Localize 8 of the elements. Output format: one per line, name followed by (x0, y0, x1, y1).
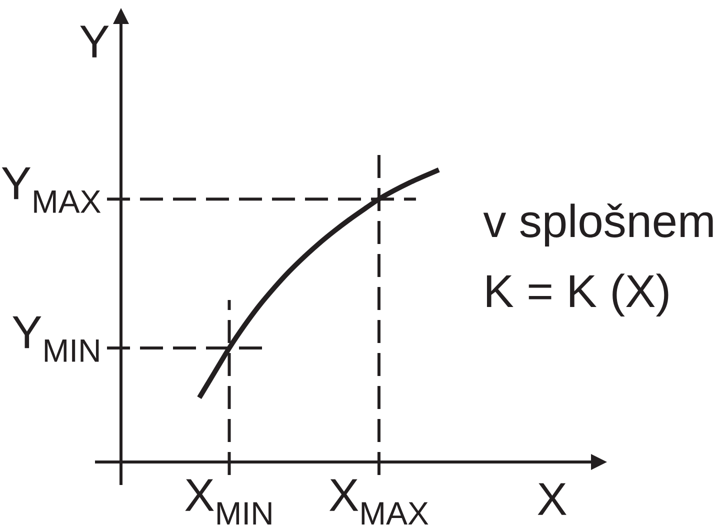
x-axis-title: X (538, 483, 566, 515)
x-tick-label: X$_{MIN}$ (185, 479, 272, 524)
x-tick-label: X$_{MAX}$ (330, 479, 428, 524)
y-axis-title: Y (80, 26, 109, 58)
ref-line-label: Y$_{MIN}$ (12, 316, 99, 362)
annotation: v splošnem (483, 204, 713, 247)
annotation: K = K (X) (486, 274, 668, 317)
ref-line-label: Y$_{MAX}$ (2, 167, 101, 213)
